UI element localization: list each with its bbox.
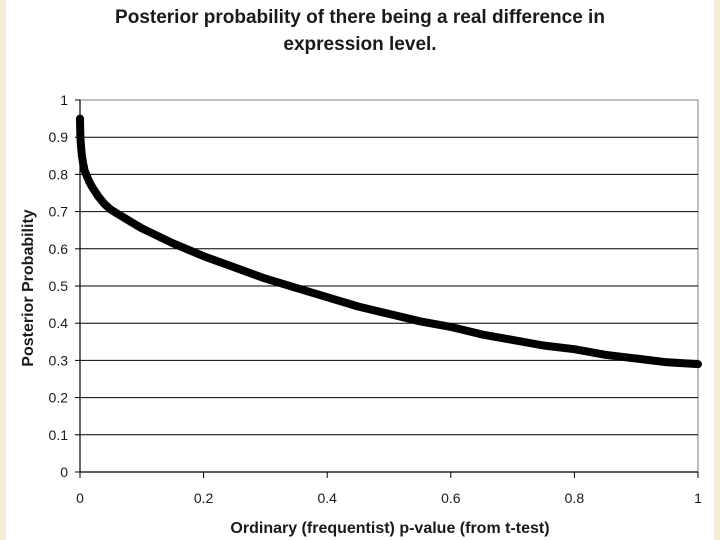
data-point [76,115,84,123]
x-axis-label: Ordinary (frequentist) p-value (from t-t… [230,520,549,537]
y-tick-label: 0.2 [49,390,69,406]
data-point [77,144,85,152]
data-point [82,170,90,178]
y-tick-label: 0.9 [49,129,69,145]
data-point [478,330,486,338]
y-tick-label: 1 [60,92,68,108]
chart-title: Posterior probability of there being a r… [0,4,720,58]
data-point [77,137,85,145]
data-point [508,336,517,344]
y-axis-label: Posterior Probability [20,209,37,366]
data-point [292,284,300,292]
data-point [76,122,84,130]
x-tick-label: 0 [76,490,84,506]
data-series [76,114,702,369]
chart-title-line-1: Posterior probability of there being a r… [115,7,605,28]
chart-title-line-2: expression level. [283,34,437,55]
x-tick-label: 0.2 [194,490,214,506]
data-point [200,252,208,260]
data-point [570,345,579,353]
data-point [663,358,671,366]
data-point [261,274,269,283]
y-tick-label: 0.7 [49,204,69,220]
data-point [85,178,93,186]
y-tick-label: 0.3 [49,352,69,368]
y-tick-label: 0.6 [49,241,69,257]
y-tick-label: 0.8 [49,166,69,182]
data-point [601,351,609,359]
x-tick-label: 1 [694,490,702,506]
y-tick-labels: 0 0.1 0.2 0.3 0.4 0.5 0.6 0.7 0.8 0.9 1 [49,92,69,480]
data-point [416,317,424,325]
data-point [76,129,84,138]
y-tick-label: 0 [60,464,68,480]
data-point [323,293,331,301]
data-point [230,263,239,271]
x-tick-labels: 0 0.2 0.4 0.6 0.8 1 [76,490,702,506]
data-point [385,310,393,318]
data-point [354,302,362,311]
data-point [101,200,109,208]
x-tick-label: 0.8 [565,490,585,506]
data-point [169,239,177,247]
data-point [107,206,115,214]
data-point [125,217,134,225]
data-point [447,323,455,331]
data-point [78,152,86,160]
data-point [113,209,121,218]
data-point [138,224,146,232]
data-point [88,183,96,192]
data-point [94,193,103,201]
gridlines [80,136,698,436]
y-tick-label: 0.1 [49,427,69,443]
data-point [632,354,640,363]
y-tick-label: 0.5 [49,278,69,294]
y-tick-label: 0.4 [49,315,69,331]
x-tick-label: 0.6 [441,490,461,506]
data-point [539,341,548,350]
data-point [694,360,702,368]
data-point [79,159,87,167]
x-tick-label: 0.4 [317,490,337,506]
